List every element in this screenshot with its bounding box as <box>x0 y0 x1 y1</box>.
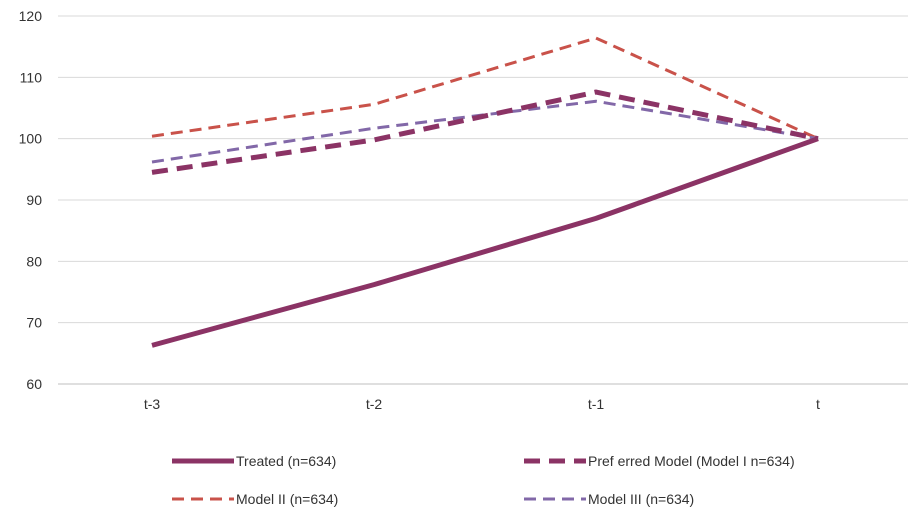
y-tick-label: 100 <box>19 131 43 147</box>
series-line-2 <box>152 38 818 139</box>
legend-item: Model II (n=634) <box>172 491 338 507</box>
series-line-3 <box>152 101 818 162</box>
y-axis-tick-labels: 60 70 80 90 100 110 120 <box>19 8 43 392</box>
legend-item: Pref erred Model (Model I n=634) <box>524 453 795 469</box>
x-tick-label: t-1 <box>588 396 605 412</box>
series-lines <box>152 38 818 345</box>
y-tick-label: 90 <box>26 192 42 208</box>
legend-item: Model III (n=634) <box>524 491 694 507</box>
x-tick-label: t <box>816 396 820 412</box>
y-tick-label: 70 <box>26 315 42 331</box>
y-tick-label: 120 <box>19 8 43 24</box>
y-tick-label: 80 <box>26 253 42 269</box>
legend: Treated (n=634) Pref erred Model (Model I… <box>172 453 795 507</box>
x-tick-label: t-3 <box>144 396 161 412</box>
legend-label: Treated (n=634) <box>236 453 336 469</box>
legend-label: Model III (n=634) <box>588 491 694 507</box>
x-tick-label: t-2 <box>366 396 383 412</box>
legend-label: Pref erred Model (Model I n=634) <box>588 453 795 469</box>
x-axis-tick-labels: t-3 t-2 t-1 t <box>144 396 820 412</box>
y-tick-label: 60 <box>26 376 42 392</box>
series-line-0 <box>152 139 818 346</box>
y-tick-label: 110 <box>20 69 43 85</box>
grid-lines <box>58 16 908 384</box>
legend-label: Model II (n=634) <box>236 491 338 507</box>
legend-item: Treated (n=634) <box>172 453 336 469</box>
series-line-1 <box>152 92 818 172</box>
